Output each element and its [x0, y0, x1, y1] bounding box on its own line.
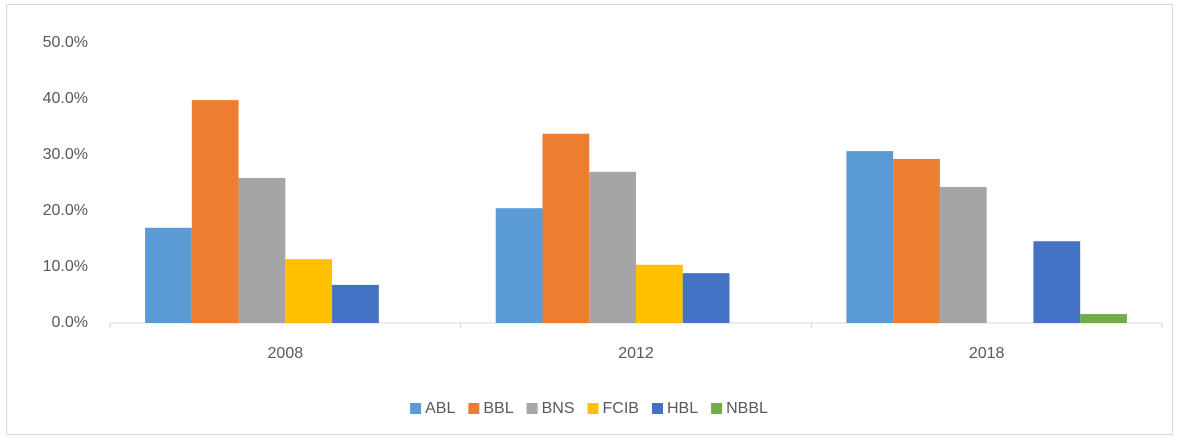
bar: [846, 151, 894, 323]
x-tick-label: 2018: [969, 345, 1005, 362]
legend-swatch: [410, 403, 422, 414]
bar: [939, 186, 987, 323]
legend-swatch: [651, 403, 663, 414]
legend-swatch: [468, 403, 480, 414]
bar: [238, 177, 286, 323]
bar: [682, 273, 730, 323]
legend-label: HBL: [667, 400, 698, 417]
x-tick-label: 2012: [618, 345, 654, 362]
bar: [285, 259, 333, 323]
legend-label: FCIB: [603, 400, 639, 417]
y-tick-label: 10.0%: [43, 258, 88, 275]
legend-swatch: [587, 403, 599, 414]
y-tick-label: 0.0%: [52, 314, 88, 331]
legend-swatch: [526, 403, 538, 414]
y-tick-label: 40.0%: [43, 90, 88, 107]
legend-label: NBBL: [726, 400, 768, 417]
y-tick-label: 50.0%: [43, 34, 88, 51]
bar: [589, 171, 636, 323]
bar: [495, 208, 543, 323]
legend-swatch: [711, 403, 723, 414]
bar: [1033, 241, 1081, 323]
bar: [1080, 314, 1127, 323]
legend-label: BNS: [542, 400, 575, 417]
bar: [191, 100, 239, 324]
y-tick-label: 20.0%: [43, 202, 88, 219]
bar: [636, 264, 683, 323]
bar: [542, 133, 590, 323]
bar: [145, 227, 192, 323]
y-tick-label: 30.0%: [43, 146, 88, 163]
x-tick-label: 2008: [268, 345, 304, 362]
bar: [332, 284, 379, 323]
bar: [893, 158, 940, 323]
legend-label: ABL: [425, 400, 455, 417]
legend-label: BBL: [483, 400, 513, 417]
